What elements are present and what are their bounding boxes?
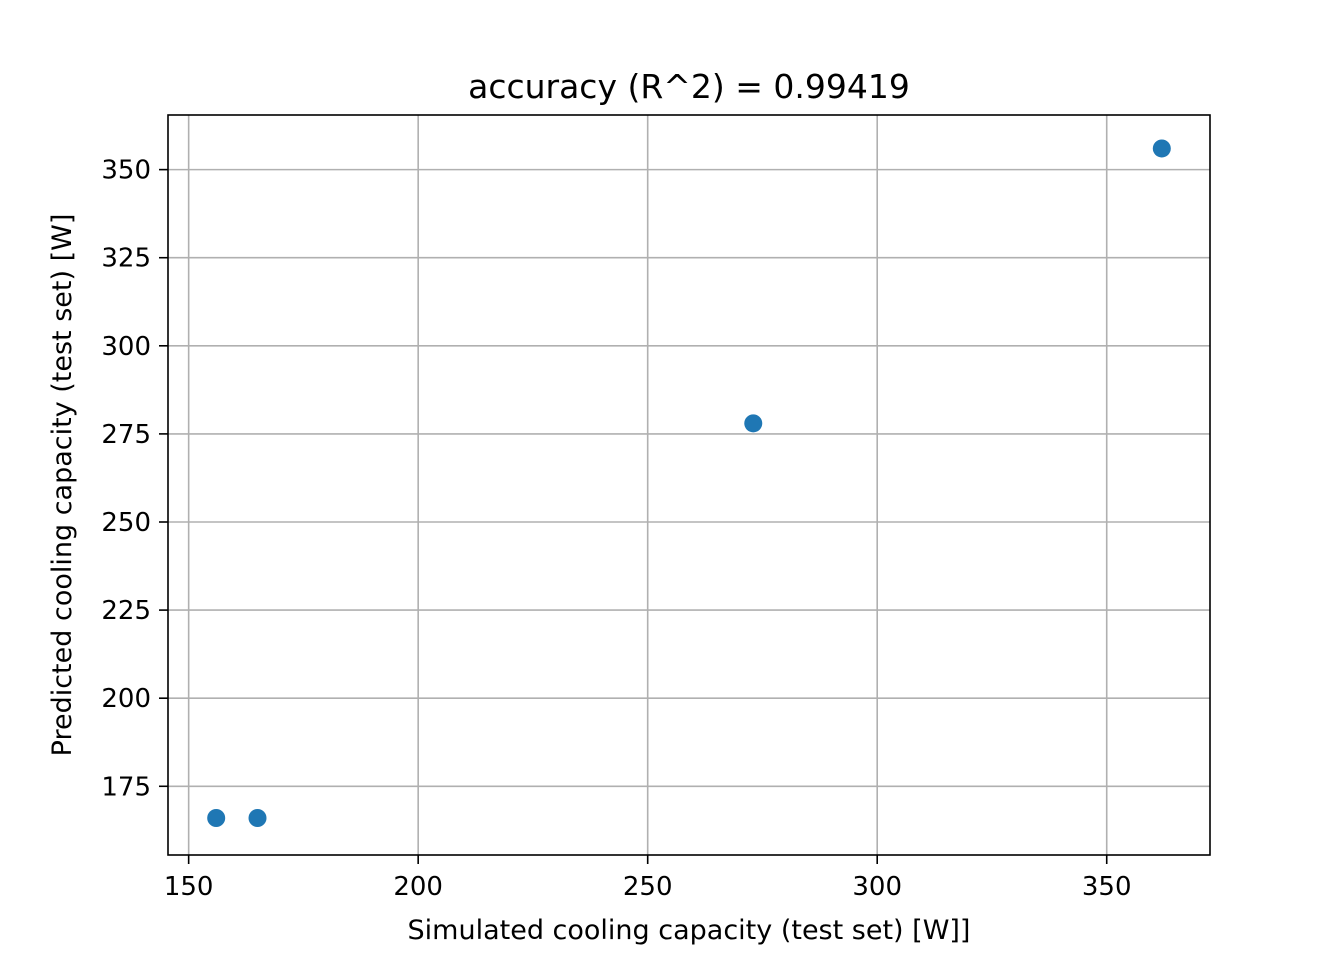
y-tick-label: 350: [101, 156, 151, 186]
data-points: [207, 139, 1171, 827]
data-point: [744, 414, 763, 433]
x-tick-label: 250: [623, 872, 673, 902]
y-tick-label: 225: [101, 596, 151, 626]
x-tick-label: 300: [852, 872, 902, 902]
plot-frame: [167, 114, 1211, 856]
data-point: [1152, 139, 1171, 158]
x-axis-title: Simulated cooling capacity (test set) [W…: [408, 915, 971, 946]
x-axis-ticks: 150 200 250 300 350: [164, 855, 1132, 902]
y-tick-label: 275: [101, 420, 151, 450]
x-tick-label: 350: [1082, 872, 1132, 902]
y-tick-label: 200: [101, 684, 151, 714]
y-tick-label: 250: [101, 508, 151, 538]
x-tick-label: 150: [164, 872, 214, 902]
y-tick-label: 175: [101, 772, 151, 802]
x-tick-label: 200: [393, 872, 443, 902]
y-tick-label: 300: [101, 332, 151, 362]
data-point: [207, 809, 226, 827]
data-point: [248, 809, 267, 827]
y-axis-ticks: 175 200 225 250 275 300 325 350: [101, 156, 168, 802]
y-tick-label: 325: [101, 244, 151, 274]
y-axis-title: Predicted cooling capacity (test set) [W…: [47, 214, 78, 757]
chart-title: accuracy (R^2) = 0.99419: [468, 67, 910, 106]
grid: [168, 115, 1210, 855]
